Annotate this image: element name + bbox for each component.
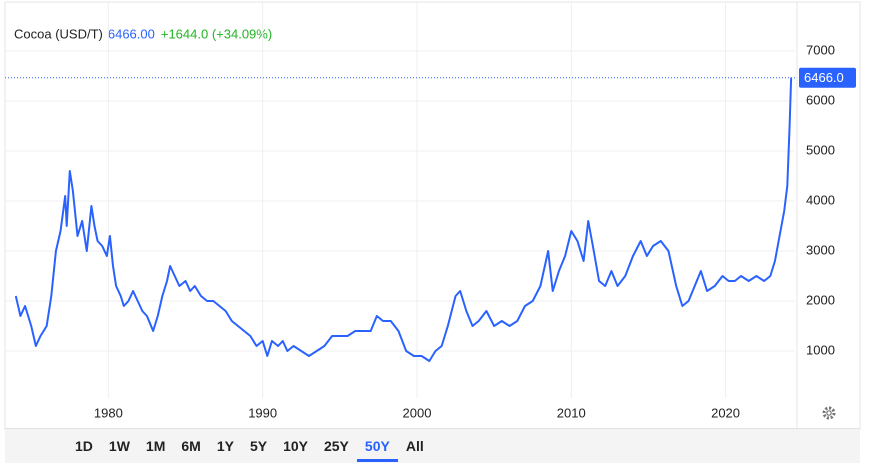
y-tick-label: 3000 <box>806 242 835 257</box>
y-tick-label: 7000 <box>806 42 835 57</box>
x-tick-label: 1980 <box>94 405 123 420</box>
range-button[interactable]: All <box>405 438 424 454</box>
y-tick-label: 5000 <box>806 142 835 157</box>
x-tick-label: 2020 <box>711 405 740 420</box>
range-button[interactable]: 6M <box>181 438 201 454</box>
range-button[interactable]: 1W <box>108 438 130 454</box>
y-tick-label: 6000 <box>806 92 835 107</box>
y-tick-label: 2000 <box>806 292 835 307</box>
range-toolbar: 1D 1W 1M 6M 1Y 5Y 10Y 25Y 50Y All <box>5 428 860 463</box>
last-price-label: 6466.0 <box>804 70 844 85</box>
range-button[interactable]: 1M <box>145 438 166 454</box>
x-tick-label: 2000 <box>403 405 432 420</box>
range-button[interactable]: 1D <box>75 438 93 454</box>
range-button[interactable]: 25Y <box>323 438 349 454</box>
price: 6466.00 <box>108 26 155 41</box>
frame <box>4 1 861 431</box>
price-line <box>14 77 793 362</box>
chart-title: Cocoa (USD/T) <box>14 26 103 41</box>
range-button[interactable]: 1Y <box>216 438 234 454</box>
range-button[interactable]: 10Y <box>283 438 308 454</box>
change: +1644.0 (+34.09%) <box>161 26 272 41</box>
range-button[interactable]: 50Y <box>356 430 398 462</box>
range-button[interactable]: 5Y <box>249 438 268 454</box>
x-tick-label: 2010 <box>557 405 586 420</box>
settings-icon[interactable] <box>822 406 836 420</box>
chart: Cocoa (USD/T) 6466.00 +1644.0 (+34.09%) … <box>4 1 861 431</box>
last-price-tag <box>799 67 856 88</box>
y-tick-label: 1000 <box>806 342 835 357</box>
y-tick-label: 4000 <box>806 192 835 207</box>
x-tick-label: 1990 <box>248 405 277 420</box>
